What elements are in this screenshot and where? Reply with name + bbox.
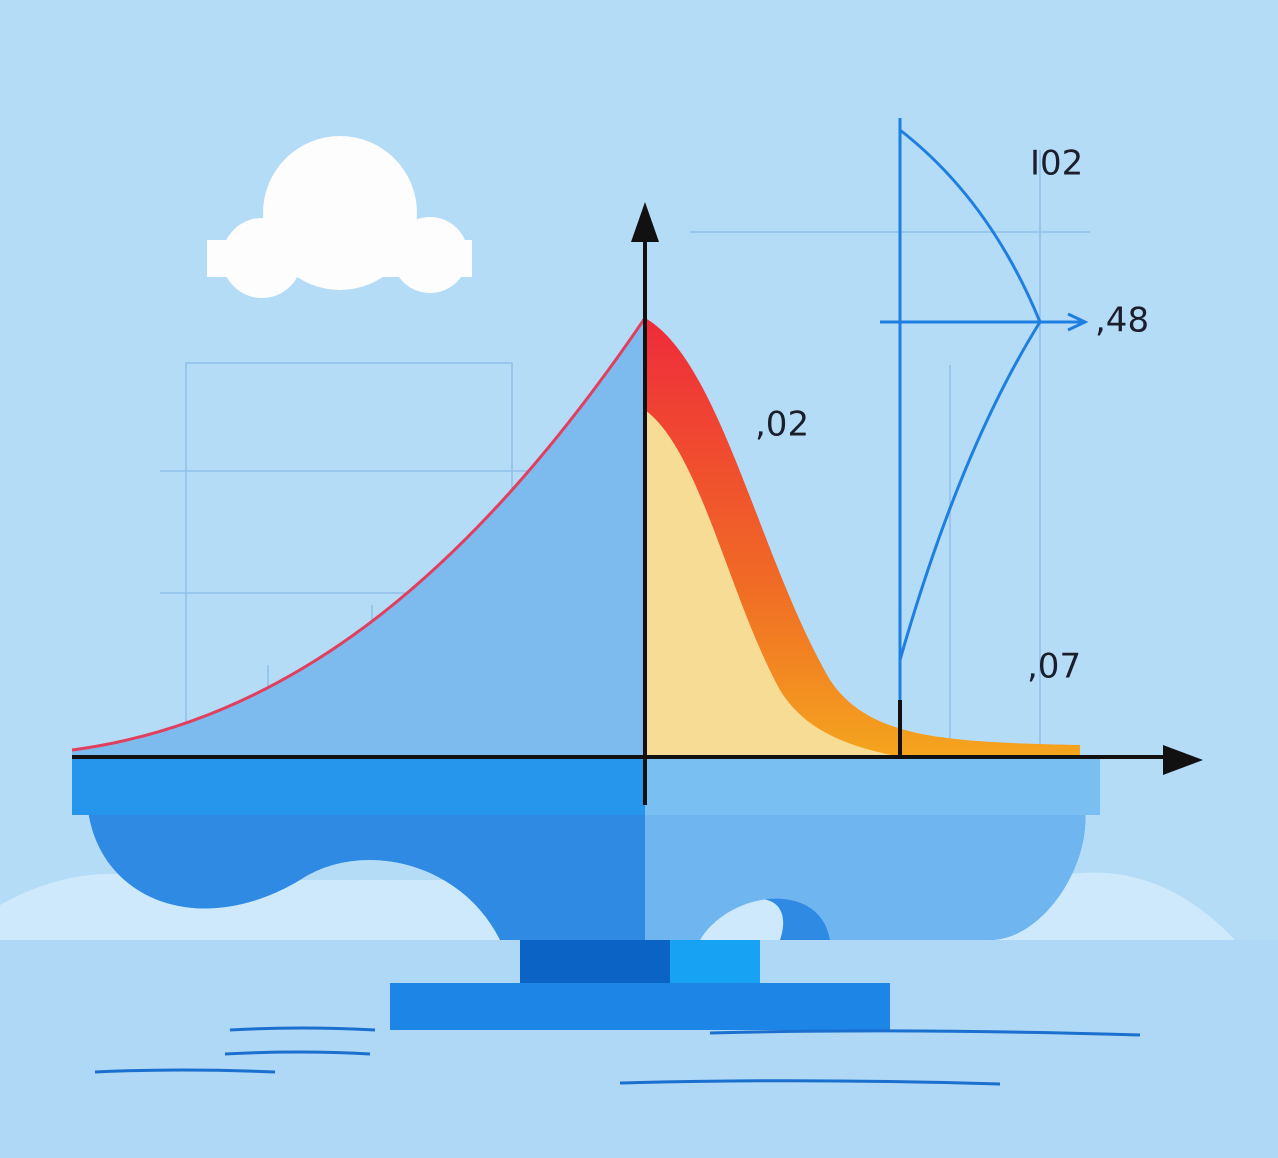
bow xyxy=(880,118,1089,700)
pedestal-foot xyxy=(390,983,890,1030)
pedestal-right xyxy=(670,940,760,985)
pedestal xyxy=(520,940,670,985)
label: ,48 xyxy=(1095,301,1149,341)
x-arrow xyxy=(1163,745,1203,775)
ripples xyxy=(94,1026,1141,1086)
base-right xyxy=(645,810,1086,940)
platform-right xyxy=(645,757,1100,815)
right-area xyxy=(645,410,900,757)
platform-left xyxy=(72,757,645,815)
label: I02 xyxy=(1030,144,1083,184)
label: ,07 xyxy=(1027,647,1081,687)
cloud xyxy=(207,136,472,298)
y-arrow xyxy=(631,202,659,242)
left-curve xyxy=(71,317,647,752)
label: ,02 xyxy=(755,405,809,445)
left-area xyxy=(72,318,645,757)
axes xyxy=(72,235,1170,805)
